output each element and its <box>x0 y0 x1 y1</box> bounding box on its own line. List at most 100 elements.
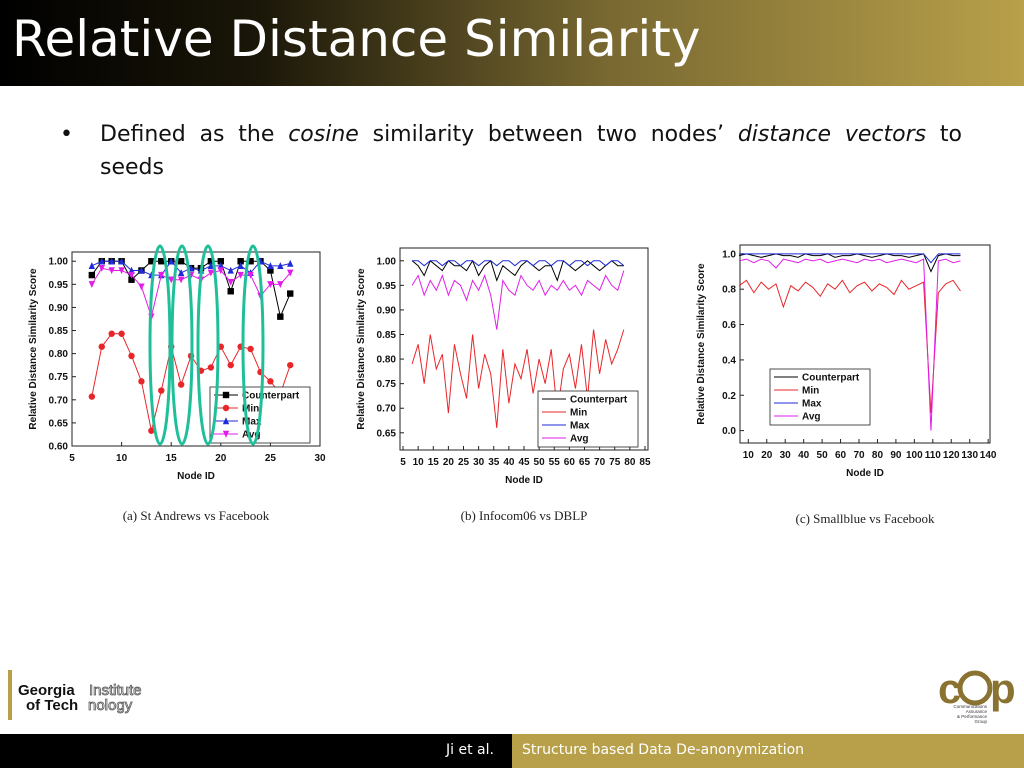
y-tick-label: 0.95 <box>377 281 397 292</box>
series-line <box>738 258 961 431</box>
legend-label: Min <box>242 404 259 415</box>
logo-text: of Tech <box>26 697 78 714</box>
y-axis-label: Relative Distance Similarity Score <box>28 268 39 430</box>
marker <box>247 258 254 265</box>
marker <box>277 262 284 270</box>
text: Defined as the <box>100 122 289 147</box>
y-tick-label: 0.95 <box>49 280 69 291</box>
y-tick-label: 0.70 <box>377 404 397 415</box>
marker <box>98 264 105 272</box>
x-tick-label: 5 <box>69 453 75 464</box>
legend-label: Avg <box>242 430 261 441</box>
marker <box>177 258 185 265</box>
marker <box>158 387 165 394</box>
series-line <box>738 253 961 273</box>
x-tick-label: 85 <box>639 457 651 468</box>
y-tick-label: 0.65 <box>377 428 397 439</box>
marker <box>217 258 224 265</box>
y-tick-label: 1.00 <box>49 257 69 268</box>
marker <box>118 257 125 265</box>
x-tick-label: 5 <box>400 457 406 468</box>
x-tick-label: 70 <box>853 450 865 461</box>
y-tick-label: 0.90 <box>49 303 69 314</box>
x-tick-label: 130 <box>961 450 978 461</box>
marker <box>237 258 244 265</box>
marker <box>287 259 294 267</box>
x-tick-label: 10 <box>116 453 128 464</box>
marker <box>247 271 254 279</box>
bullet-dot: • <box>60 122 73 147</box>
y-tick-label: 0.65 <box>49 418 69 429</box>
logo-text: Group <box>974 719 987 724</box>
x-tick-label: 60 <box>835 450 847 461</box>
text: to seeds <box>100 122 962 180</box>
y-tick-label: 0.60 <box>49 442 69 453</box>
y-tick-label: 0.6 <box>722 320 736 331</box>
marker <box>277 281 284 289</box>
marker <box>177 269 185 276</box>
x-tick-label: 80 <box>872 450 884 461</box>
marker <box>207 258 215 265</box>
marker <box>98 257 105 265</box>
marker <box>128 352 135 360</box>
marker <box>287 290 294 297</box>
marker <box>217 267 224 275</box>
x-axis-label: Node ID <box>505 475 543 486</box>
legend-label: Avg <box>802 412 821 423</box>
marker <box>227 288 234 295</box>
y-tick-label: 0.2 <box>722 391 736 402</box>
highlight-ellipse <box>196 244 220 446</box>
y-tick-label: 0.85 <box>377 330 397 341</box>
marker <box>177 276 185 284</box>
y-tick-label: 0.85 <box>49 326 69 337</box>
x-tick-label: 10 <box>413 457 425 468</box>
marker <box>222 430 230 438</box>
y-tick-label: 0.80 <box>49 349 69 360</box>
x-tick-label: 55 <box>549 457 561 468</box>
text: similarity between two nodes’ <box>358 122 738 147</box>
series-line <box>738 279 961 413</box>
logo-bar <box>8 670 12 720</box>
bullet-text: Defined as the cosine similarity between… <box>100 118 962 184</box>
x-tick-label: 30 <box>473 457 485 468</box>
x-tick-label: 65 <box>579 457 591 468</box>
marker <box>88 393 96 400</box>
x-tick-label: 110 <box>925 450 942 461</box>
marker <box>207 364 215 371</box>
footer-author: Ji et al. <box>446 742 494 758</box>
marker <box>88 281 96 289</box>
emphasis: distance vectors <box>737 122 927 147</box>
highlight-ellipse <box>148 244 172 446</box>
y-tick-label: 1.00 <box>377 256 397 267</box>
marker <box>267 262 274 270</box>
y-tick-label: 0.4 <box>722 355 736 366</box>
x-tick-label: 30 <box>314 453 326 464</box>
caption: (a) St Andrews vs Facebook <box>123 508 270 523</box>
x-tick-label: 120 <box>943 450 960 461</box>
marker <box>267 378 274 385</box>
marker <box>138 266 145 274</box>
legend-label: Min <box>570 408 587 419</box>
plot-frame <box>739 244 991 444</box>
marker <box>222 391 230 399</box>
caption: (c) Smallblue vs Facebook <box>796 511 935 526</box>
x-tick-label: 75 <box>609 457 621 468</box>
gatech-logo: Georgia Institute of Tech nology <box>8 670 142 720</box>
x-tick-label: 70 <box>594 457 606 468</box>
y-tick-label: 1.0 <box>722 249 736 260</box>
logo-text: Institute <box>89 682 142 699</box>
x-tick-label: 45 <box>518 457 530 468</box>
marker <box>247 345 254 353</box>
footer-talk: Structure based Data De-anonymization <box>522 742 805 758</box>
marker <box>267 267 274 274</box>
x-tick-label: 15 <box>428 457 440 468</box>
legend-label: Min <box>802 386 819 397</box>
x-axis-label: Node ID <box>177 471 215 482</box>
series-line <box>411 259 624 282</box>
y-axis-label: Relative Distance Similarity Score <box>356 268 367 430</box>
chart: 0.00.20.40.60.81.010 20 30 40 50 60 70 80 90 100 1… <box>696 244 997 526</box>
x-tick-label: 80 <box>624 457 636 468</box>
marker <box>207 269 215 277</box>
